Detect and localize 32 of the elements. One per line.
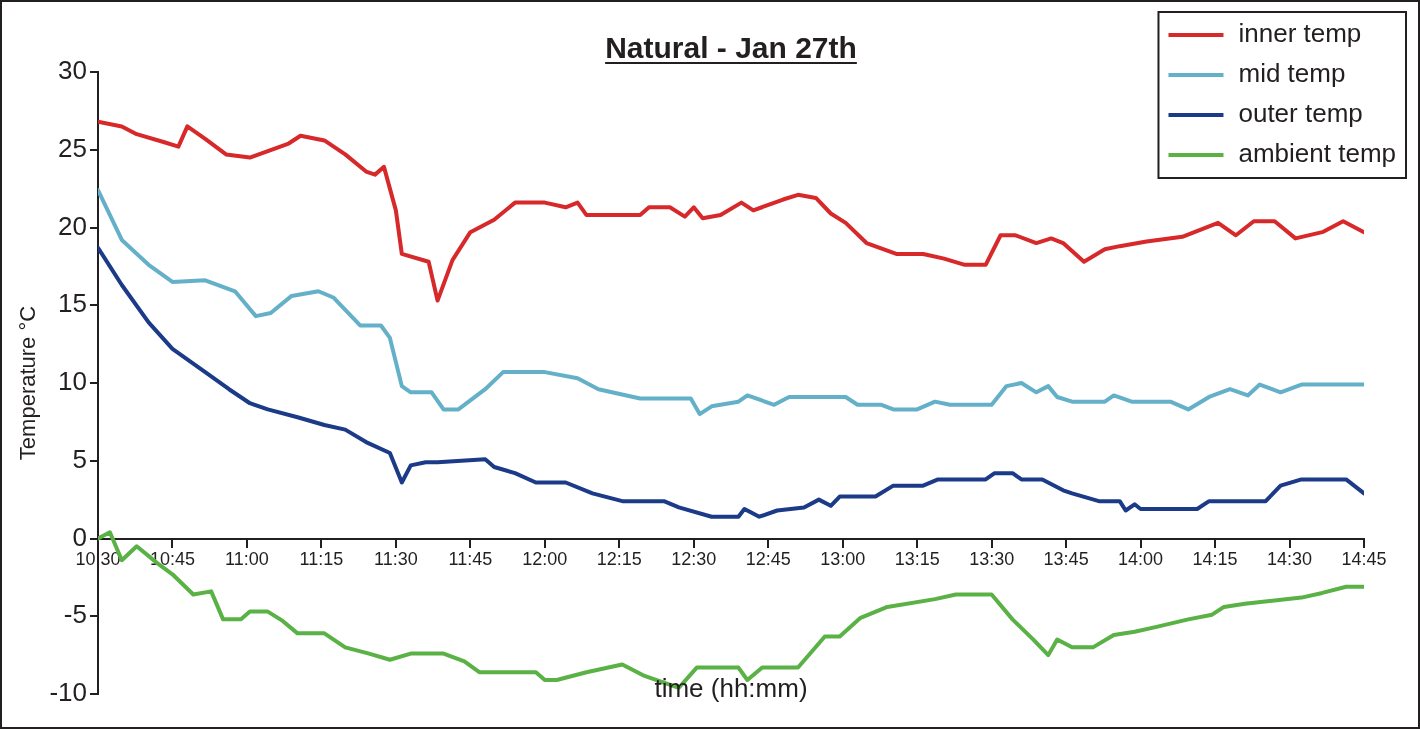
x-tick-label: 12:15	[596, 549, 642, 570]
y-tick-label: 10	[58, 366, 87, 397]
x-tick-label: 13:30	[969, 549, 1015, 570]
y-tick-label: -5	[63, 599, 87, 630]
y-tick-label: 20	[58, 210, 87, 241]
x-tick-label: 13:45	[1043, 549, 1089, 570]
y-tick-label: 30	[58, 55, 87, 86]
x-tick-label: 14:45	[1341, 549, 1387, 570]
legend-label: inner temp	[1238, 18, 1362, 49]
legend-label: mid temp	[1238, 58, 1346, 89]
x-axis-title: time (hh:mm)	[654, 673, 808, 704]
x-tick-label: 11:00	[225, 549, 269, 570]
y-tick-label: 5	[72, 443, 87, 474]
x-tick-label: 12:45	[745, 549, 791, 570]
x-tick-label: 11:15	[299, 549, 344, 570]
x-tick-label: 12:00	[522, 549, 568, 570]
y-tick-label: 15	[58, 288, 87, 319]
y-axis-title: Temperature °C	[15, 305, 41, 461]
x-tick-label: 11:45	[448, 549, 493, 570]
x-tick-label: 11:30	[374, 549, 418, 570]
x-tick-label: 14:15	[1192, 549, 1238, 570]
y-tick-label: 25	[58, 132, 87, 163]
x-tick-label: 13:15	[894, 549, 940, 570]
legend-label: outer temp	[1238, 98, 1363, 129]
x-tick-label: 12:30	[671, 549, 717, 570]
y-tick-label: -10	[49, 677, 87, 708]
x-tick-label: 14:30	[1267, 549, 1313, 570]
chart-title: Natural - Jan 27th	[605, 31, 857, 64]
x-tick-label: 14:00	[1118, 549, 1164, 570]
y-tick-label: 0	[72, 521, 87, 552]
legend-label: ambient temp	[1238, 138, 1397, 169]
x-tick-label: 13:00	[820, 549, 866, 570]
